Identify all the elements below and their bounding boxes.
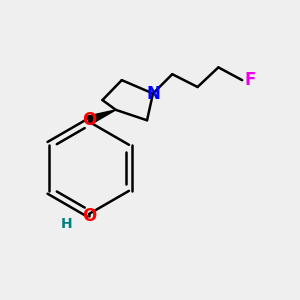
- Text: N: N: [146, 85, 160, 103]
- Polygon shape: [88, 110, 116, 124]
- Text: O: O: [82, 111, 96, 129]
- Text: O: O: [82, 207, 96, 225]
- Text: H: H: [61, 217, 73, 231]
- Text: F: F: [244, 71, 256, 89]
